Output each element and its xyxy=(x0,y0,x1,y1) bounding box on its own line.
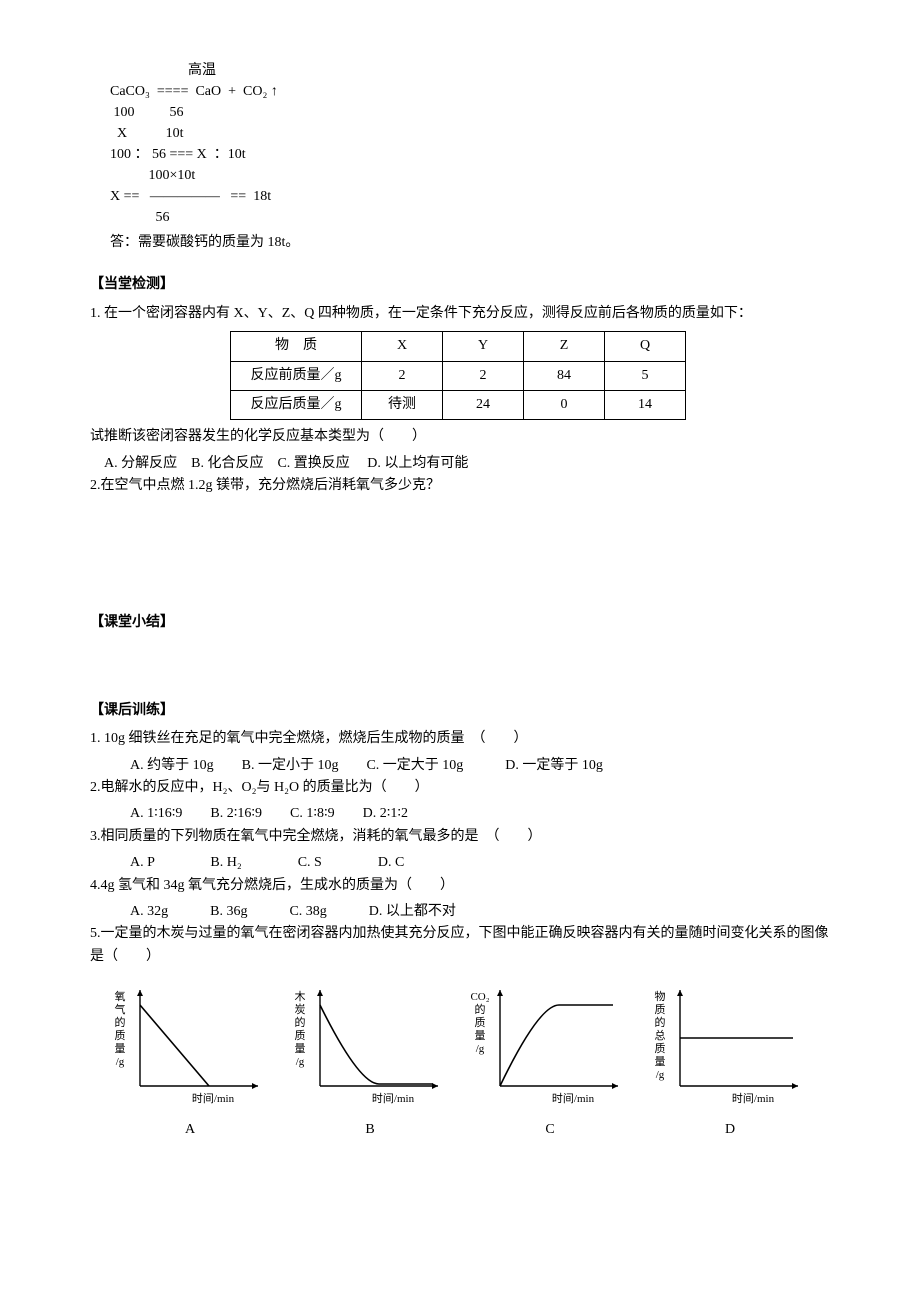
svg-text:氧: 氧 xyxy=(115,989,126,1003)
table-cell: 2 xyxy=(362,361,443,390)
check-q1-stem: 1. 在一个密闭容器内有 X、Y、Z、Q 四种物质，在一定条件下充分反应，测得反… xyxy=(90,303,830,325)
table-row: 物 质 X Y Z Q xyxy=(231,332,686,361)
svg-text:时间/min: 时间/min xyxy=(372,1092,415,1105)
table-cell: 2 xyxy=(443,361,524,390)
table-cell: 5 xyxy=(605,361,686,390)
post-q2: 2.电解水的反应中，H₂、O₂与 H₂O 的质量比为（ ） xyxy=(90,777,830,799)
eq-line-6: X == ————— == 18t xyxy=(110,186,830,207)
svg-text:/g: /g xyxy=(476,1043,485,1055)
post-q5: 5.一定量的木炭与过量的氧气在密闭容器内加热使其充分反应，下图中能正确反映容器内… xyxy=(90,923,830,968)
table-header: Y xyxy=(443,332,524,361)
table-cell: 14 xyxy=(605,390,686,419)
chart-label: D xyxy=(650,1119,810,1141)
table-header: 物 质 xyxy=(231,332,362,361)
eq-line-5: 100×10t xyxy=(110,165,830,186)
table-header: Z xyxy=(524,332,605,361)
equation-answer: 答：需要碳酸钙的质量为 18t。 xyxy=(110,232,830,254)
svg-text:/g: /g xyxy=(296,1056,305,1068)
chart-C: CO₂的质量/g 时间/min C xyxy=(470,978,630,1141)
post-q3: 3.相同质量的下列物质在氧气中完全燃烧，消耗的氧气最多的是 （ ） xyxy=(90,826,830,848)
table-row: 反应后质量／g 待测 24 0 14 xyxy=(231,390,686,419)
table-header: X xyxy=(362,332,443,361)
svg-text:质: 质 xyxy=(655,1003,666,1016)
table-row: 反应前质量／g 2 2 84 5 xyxy=(231,361,686,390)
svg-text:CO₂: CO₂ xyxy=(470,991,489,1003)
eq-line-4: 100 ： 56 === X ：10t xyxy=(110,144,830,165)
chart-label: B xyxy=(290,1119,450,1141)
mass-table: 物 质 X Y Z Q 反应前质量／g 2 2 84 5 反应后质量／g 待测 … xyxy=(230,331,686,420)
chart-B: 木炭的质量/g 时间/min B xyxy=(290,978,450,1141)
table-cell: 反应后质量／g xyxy=(231,390,362,419)
check-q1-options: A. 分解反应 B. 化合反应 C. 置换反应 D. 以上均有可能 xyxy=(104,453,830,475)
svg-text:质: 质 xyxy=(475,1016,486,1029)
chart-label: A xyxy=(110,1119,270,1141)
eq-condition: 高温 xyxy=(188,60,830,81)
svg-text:量: 量 xyxy=(655,1055,666,1068)
svg-text:的: 的 xyxy=(655,1015,666,1029)
check-q2: 2.在空气中点燃 1.2g 镁带，充分燃烧后消耗氧气多少克？ xyxy=(90,475,830,497)
svg-text:的: 的 xyxy=(115,1015,126,1029)
svg-text:木: 木 xyxy=(295,990,306,1003)
svg-text:质: 质 xyxy=(295,1029,306,1042)
post-q1: 1. 10g 细铁丝在充足的氧气中完全燃烧，燃烧后生成物的质量 （ ） xyxy=(90,728,830,750)
svg-text:气: 气 xyxy=(115,1002,126,1016)
equation-block: 高温 CaCO₃ ==== CaO + CO₂ ↑ 100 56 X 10t 1… xyxy=(110,60,830,228)
eq-line-3: X 10t xyxy=(110,123,830,144)
chart-A: 氧气的质量/g 时间/min A xyxy=(110,978,270,1141)
svg-text:质: 质 xyxy=(115,1029,126,1042)
svg-text:时间/min: 时间/min xyxy=(192,1092,235,1105)
table-cell: 反应前质量／g xyxy=(231,361,362,390)
summary-heading: 【课堂小结】 xyxy=(90,612,830,634)
post-q1-opts: A. 约等于 10g B. 一定小于 10g C. 一定大于 10g D. 一定… xyxy=(130,755,830,777)
table-cell: 0 xyxy=(524,390,605,419)
svg-text:时间/min: 时间/min xyxy=(732,1092,775,1105)
chart-label: C xyxy=(470,1119,630,1141)
eq-line-2: 100 56 xyxy=(110,102,830,123)
table-header: Q xyxy=(605,332,686,361)
svg-text:的: 的 xyxy=(295,1015,306,1029)
svg-text:/g: /g xyxy=(116,1056,125,1068)
charts-row: 氧气的质量/g 时间/min A 木炭的质量/g 时间/min B CO₂的质量… xyxy=(110,978,810,1141)
post-q3-opts: A. P B. H₂ C. S D. C xyxy=(130,852,830,874)
svg-text:量: 量 xyxy=(295,1042,306,1055)
svg-text:/g: /g xyxy=(656,1069,665,1081)
eq-line-1: CaCO₃ ==== CaO + CO₂ ↑ xyxy=(110,81,830,102)
svg-text:总: 总 xyxy=(655,1028,666,1042)
svg-text:量: 量 xyxy=(475,1029,486,1042)
svg-text:时间/min: 时间/min xyxy=(552,1092,595,1105)
svg-text:量: 量 xyxy=(115,1042,126,1055)
table-cell: 待测 xyxy=(362,390,443,419)
svg-text:炭: 炭 xyxy=(295,1003,306,1016)
post-q4: 4.4g 氢气和 34g 氧气充分燃烧后，生成水的质量为（ ） xyxy=(90,875,830,897)
post-q4-opts: A. 32g B. 36g C. 38g D. 以上都不对 xyxy=(130,901,830,923)
table-cell: 84 xyxy=(524,361,605,390)
svg-text:物: 物 xyxy=(655,989,666,1003)
chart-D: 物质的总质量/g 时间/min D xyxy=(650,978,810,1141)
table-cell: 24 xyxy=(443,390,524,419)
svg-text:的: 的 xyxy=(475,1002,486,1016)
eq-line-7: 56 xyxy=(110,207,830,228)
svg-text:质: 质 xyxy=(655,1042,666,1055)
post-heading: 【课后训练】 xyxy=(90,700,830,722)
check-q1-tail: 试推断该密闭容器发生的化学反应基本类型为（ ） xyxy=(90,426,830,448)
check-heading: 【当堂检测】 xyxy=(90,274,830,296)
post-q2-opts: A. 1∶16∶9 B. 2∶16∶9 C. 1∶8∶9 D. 2∶1∶2 xyxy=(130,803,830,825)
